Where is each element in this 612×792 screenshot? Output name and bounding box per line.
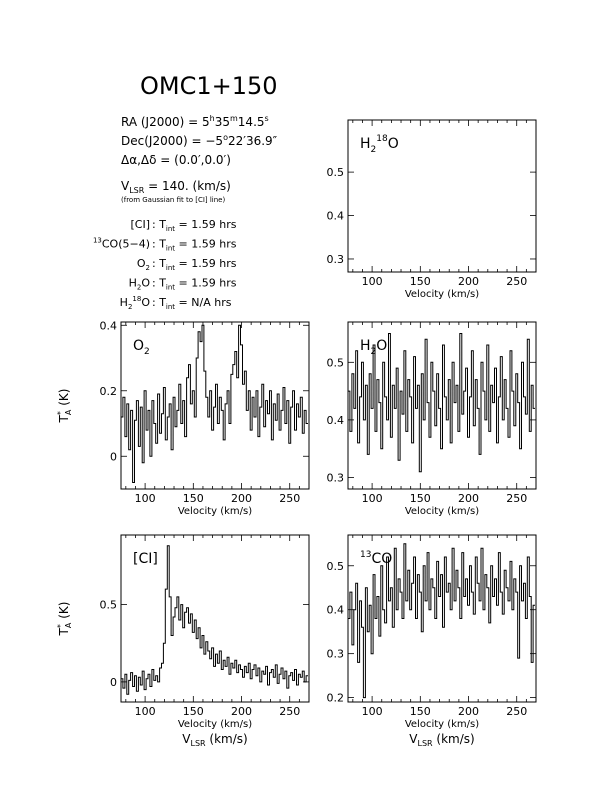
h2o-spectrum-line — [348, 333, 535, 473]
ra-label: RA (J2000) = — [121, 115, 202, 129]
panel-13co: 100 150 200 250 0.2 0.3 0.4 0.5 Velocity (km/s) V… — [327, 534, 537, 748]
h218o-xtick-label: 100 — [362, 275, 383, 288]
panel-ci: 100 150 200 250 0 0.5 Velocity (km/s) VLSR (km/… — [56, 534, 310, 748]
integration-species-3: H2O — [129, 277, 151, 292]
integration-time-0: : Tint = 1.59 hrs — [152, 218, 237, 233]
13co-xaxis-label: Velocity (km/s) — [405, 719, 479, 730]
integration-time-3: : Tint = 1.59 hrs — [152, 277, 237, 292]
ci-spectrum-line — [121, 545, 308, 695]
13co-xtick-label: 150 — [410, 705, 431, 718]
13co-species-label: 13CO — [360, 550, 392, 567]
ci-xtick-label: 250 — [279, 705, 300, 718]
vlsr-line: VLSR = 140. (km/s) — [121, 179, 231, 195]
ra-m-unit: m — [230, 114, 238, 123]
13co-xtick-label: 250 — [506, 705, 527, 718]
h2o-plot-frame — [347, 321, 537, 490]
13co-ytick-label: 0.4 — [327, 604, 345, 617]
ra-hours: 5 — [202, 115, 210, 129]
13co-ytick-label: 0.5 — [327, 560, 345, 573]
ra-seconds: 14.5 — [238, 115, 265, 129]
o2-xtick-label: 200 — [231, 492, 252, 505]
h218o-ytick-label: 0.4 — [327, 210, 345, 223]
integration-species-1: 13CO(5−4) — [93, 237, 150, 251]
13co-vlsr-label: VLSR (km/s) — [409, 732, 474, 748]
ci-xtick-label: 200 — [231, 705, 252, 718]
o2-xaxis-label: Velocity (km/s) — [178, 506, 252, 517]
h2o-species-label: H2O — [360, 338, 387, 357]
h218o-xtick-label: 200 — [458, 275, 479, 288]
integration-time-2: : Tint = 1.59 hrs — [152, 257, 237, 272]
vlsr-sub: LSR — [129, 186, 145, 195]
ra-line: RA (J2000) = 5h35m14.5s — [121, 114, 269, 129]
h218o-xaxis-label: Velocity (km/s) — [405, 289, 479, 300]
h2o-xtick-label: 100 — [362, 492, 383, 505]
vlsr-note: (from Gaussian fit to [CI] line) — [121, 196, 225, 204]
13co-ytick-label: 0.3 — [327, 648, 345, 661]
h2o-xtick-label: 200 — [458, 492, 479, 505]
integration-time-1: : Tint = 1.59 hrs — [152, 238, 237, 253]
integration-time-4: : Tint = N/A hrs — [152, 296, 232, 311]
13co-ytick-label: 0.2 — [327, 692, 345, 705]
h2o-ytick-label: 0.3 — [327, 471, 345, 484]
ci-xtick-label: 150 — [183, 705, 204, 718]
source-title: OMC1+150 — [140, 72, 278, 100]
dec-line: Dec(J2000) = −5o22′36.9″ — [121, 133, 278, 148]
integration-species-0: [CI] — [130, 218, 150, 231]
h218o-ytick-label: 0.3 — [327, 253, 345, 266]
ci-plot-frame — [120, 534, 310, 703]
vlsr-value: = 140. (km/s) — [144, 179, 231, 193]
dec-deg-unit: o — [223, 133, 228, 142]
ci-ytick-label: 0.5 — [100, 599, 118, 612]
h2o-ytick-label: 0.4 — [327, 414, 345, 427]
13co-xtick-label: 100 — [362, 705, 383, 718]
h2o-xaxis-label: Velocity (km/s) — [405, 506, 479, 517]
h218o-xtick-label: 150 — [410, 275, 431, 288]
h2o-xtick-label: 250 — [506, 492, 527, 505]
h218o-xtick-label: 250 — [506, 275, 527, 288]
h218o-species-label: H218O — [360, 134, 399, 155]
offset-label: Δα,Δδ = — [121, 153, 174, 167]
ci-xtick-label: 100 — [135, 705, 156, 718]
o2-xtick-label: 250 — [279, 492, 300, 505]
panel-h2o: 100 150 200 250 0.3 0.4 0.5 Velocity (km/s) H2O — [327, 321, 537, 517]
integration-species-4: H218O — [120, 295, 151, 311]
o2-xtick-label: 150 — [183, 492, 204, 505]
h2o-ytick-label: 0.5 — [327, 356, 345, 369]
vlsr-v: V — [121, 179, 130, 193]
o2-ytick-label: 0.2 — [100, 385, 118, 398]
dec-rest: 22′36.9″ — [228, 134, 278, 148]
ci-xaxis-label: Velocity (km/s) — [178, 719, 252, 730]
ci-species-label: [CI] — [133, 551, 158, 567]
o2-yaxis-label: T*A (K) — [56, 389, 73, 424]
h2o-xtick-label: 150 — [410, 492, 431, 505]
o2-ytick-label: 0 — [110, 450, 117, 463]
ra-minutes: 35 — [215, 115, 230, 129]
ci-yaxis-label: T*A (K) — [56, 602, 73, 637]
panel-h218o: 100 150 200 250 0.3 0.4 0.5 Velocity (km/s) H218… — [327, 119, 537, 300]
dec-label: Dec(J2000) = — [121, 134, 205, 148]
o2-species-label: O2 — [133, 338, 150, 357]
h218o-plot-frame — [347, 119, 537, 273]
13co-spectrum-line — [348, 543, 535, 699]
ra-h-unit: h — [210, 114, 215, 123]
integration-species-2: O2 — [137, 257, 150, 272]
o2-ytick-label: 0.4 — [100, 319, 118, 332]
o2-spectrum-line — [121, 324, 308, 483]
offset-value: (0.0′,0.0′) — [174, 153, 231, 167]
panel-o2: 100 150 200 250 0 0.2 0.4 Velocity (km/s) T*A (K… — [56, 319, 310, 517]
13co-xtick-label: 200 — [458, 705, 479, 718]
o2-xtick-label: 100 — [135, 492, 156, 505]
offset-line: Δα,Δδ = (0.0′,0.0′) — [121, 153, 231, 167]
ci-ytick-label: 0 — [110, 676, 117, 689]
dec-degrees: −5 — [205, 134, 223, 148]
ci-vlsr-label: VLSR (km/s) — [182, 732, 247, 748]
header-block: OMC1+150 RA (J2000) = 5h35m14.5s Dec(J20… — [93, 72, 278, 311]
h218o-ytick-label: 0.5 — [327, 166, 345, 179]
o2-plot-frame — [120, 321, 310, 490]
ra-s-unit: s — [265, 114, 269, 123]
